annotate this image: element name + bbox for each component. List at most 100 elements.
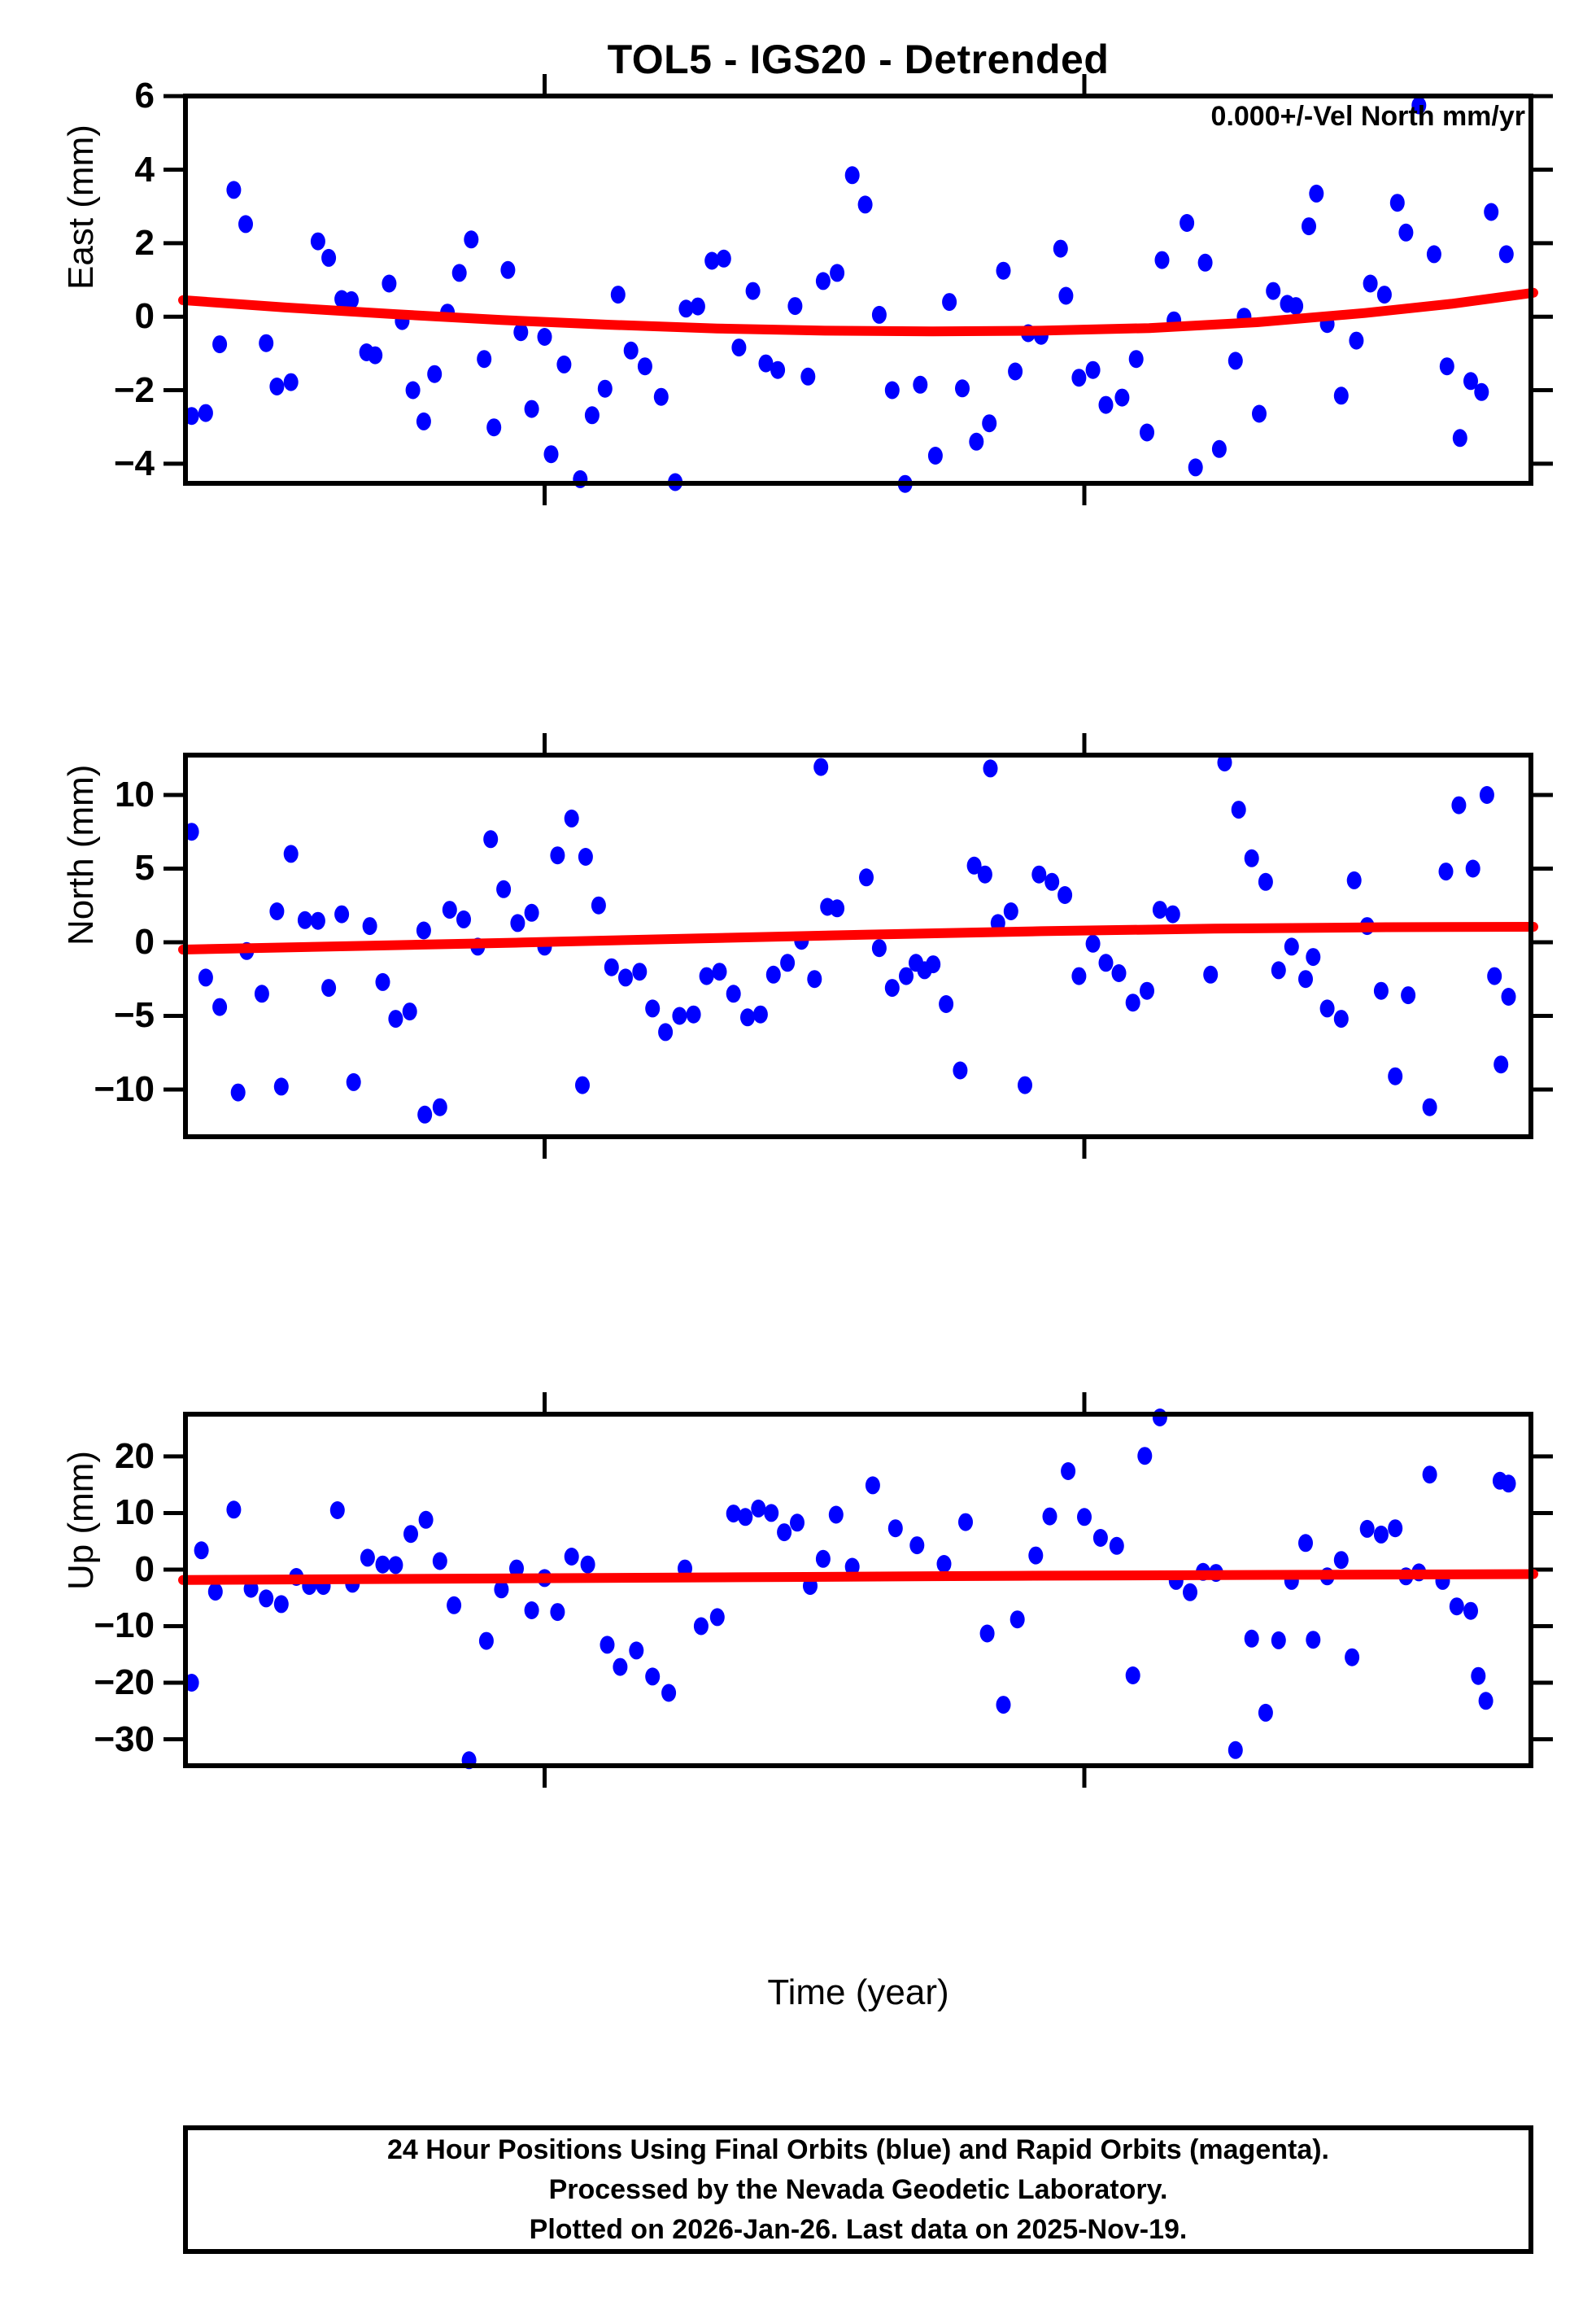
data-point: [613, 1657, 628, 1676]
data-point: [693, 1617, 709, 1636]
data-point: [815, 272, 831, 290]
data-point: [1376, 286, 1392, 304]
data-point: [575, 1076, 590, 1094]
data-point: [1389, 194, 1405, 212]
velocity-annotation: 0.000+/-Vel North mm/yr: [1210, 101, 1525, 132]
north-plot: [164, 733, 1553, 1159]
data-point: [1284, 937, 1299, 956]
data-point: [375, 1555, 390, 1574]
plot-frame: [183, 94, 1533, 486]
y-tick-label: −2: [113, 369, 155, 410]
data-point: [887, 1519, 903, 1538]
data-point: [432, 1098, 447, 1116]
caption-line-2: Processed by the Nevada Geodetic Laborat…: [548, 2173, 1168, 2205]
data-point: [629, 1641, 644, 1660]
data-point: [403, 1525, 418, 1544]
data-point: [362, 917, 377, 936]
data-point: [226, 181, 242, 199]
data-point: [712, 963, 727, 981]
data-point: [800, 367, 816, 386]
data-point: [1302, 217, 1316, 236]
data-point: [1258, 1703, 1273, 1722]
data-point: [537, 328, 552, 346]
y-tick-label: 0: [134, 921, 155, 962]
data-point: [953, 1061, 968, 1080]
data-point: [417, 1105, 433, 1124]
up-chart-canvas: [164, 1392, 1553, 1788]
data-point: [1244, 849, 1259, 867]
data-point: [618, 968, 633, 987]
data-point: [1098, 395, 1114, 414]
data-point: [770, 360, 786, 379]
data-point: [1452, 429, 1467, 448]
east-chart-canvas: [164, 74, 1553, 505]
data-point: [259, 334, 274, 352]
data-point: [1085, 360, 1101, 379]
data-point: [1426, 245, 1441, 264]
data-point: [273, 1595, 289, 1614]
data-point: [543, 445, 559, 464]
y-tick-label: 6: [134, 76, 155, 116]
data-point: [610, 286, 626, 304]
data-point: [344, 290, 359, 309]
data-point: [871, 305, 887, 324]
data-point: [1333, 387, 1349, 405]
caption-line-3: Plotted on 2026-Jan-26. Last data on 202…: [529, 2213, 1188, 2245]
data-point: [813, 758, 829, 776]
data-point: [496, 880, 512, 898]
data-point: [1451, 796, 1467, 815]
data-point: [623, 341, 639, 360]
data-point: [1128, 350, 1144, 369]
data-point: [269, 902, 285, 920]
data-point: [909, 1536, 925, 1555]
data-point: [942, 293, 957, 312]
data-point: [1183, 1583, 1197, 1601]
data-point: [1346, 871, 1362, 889]
data-point: [1388, 1067, 1403, 1085]
data-point: [494, 1580, 509, 1599]
data-point: [1298, 1534, 1313, 1553]
data-point: [368, 346, 383, 365]
data-point: [524, 1601, 539, 1619]
page-title: TOL5 - IGS20 - Detrended: [607, 37, 1110, 82]
data-point: [966, 856, 982, 875]
data-point: [780, 954, 796, 972]
data-point: [464, 230, 479, 249]
y-tick-label: 10: [115, 774, 155, 815]
data-point: [226, 1500, 242, 1519]
data-point: [1188, 458, 1203, 477]
data-point: [550, 1603, 565, 1622]
plot-frame: [183, 1412, 1533, 1768]
data-point: [1125, 994, 1140, 1012]
up-plot: [164, 1392, 1553, 1788]
data-point: [1228, 352, 1243, 370]
data-point: [1266, 282, 1281, 300]
data-point: [1463, 372, 1478, 391]
y-tick-label: 2: [134, 222, 155, 263]
data-point: [1154, 251, 1170, 269]
trend-line: [178, 922, 1538, 954]
data-point: [1231, 801, 1246, 819]
data-point: [198, 968, 213, 987]
data-point: [483, 830, 499, 849]
data-point: [658, 1023, 674, 1042]
data-point: [1401, 986, 1416, 1005]
data-point: [661, 1684, 677, 1702]
data-point: [1092, 1529, 1108, 1547]
data-point: [1309, 184, 1324, 203]
data-point: [653, 387, 669, 406]
data-point: [1373, 1525, 1389, 1544]
data-point: [1422, 1098, 1437, 1116]
data-point: [726, 985, 741, 1003]
data-point: [969, 432, 984, 451]
trend-line: [178, 1569, 1538, 1585]
data-point: [731, 338, 747, 357]
data-point: [632, 963, 648, 981]
data-point: [1501, 988, 1516, 1006]
data-point: [1345, 1648, 1360, 1666]
data-point: [859, 868, 874, 887]
data-point: [456, 910, 471, 928]
data-point: [699, 967, 714, 985]
data-point: [1494, 1055, 1509, 1074]
data-point: [198, 404, 213, 422]
